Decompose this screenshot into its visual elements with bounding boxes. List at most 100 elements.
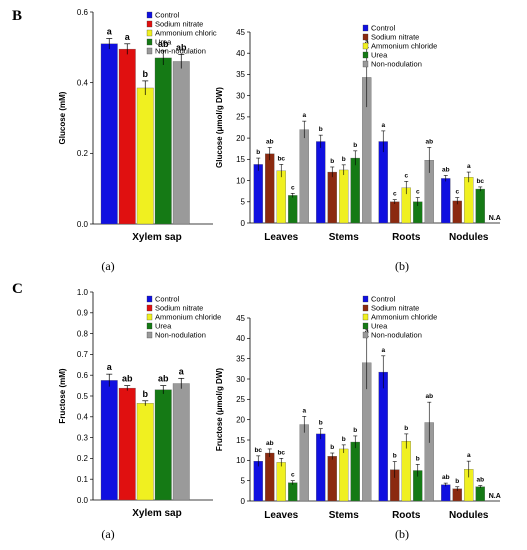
legend-swatch	[362, 51, 369, 59]
panel-letter-b: B	[12, 8, 22, 24]
bar	[118, 387, 136, 501]
sublabel-b-b: (b)	[395, 259, 409, 273]
legend-swatch	[362, 33, 369, 41]
y-tick-label: 25	[236, 113, 245, 122]
legend-label: Non-nodulation	[155, 47, 206, 56]
bar	[265, 452, 275, 502]
y-tick-label: 0.3	[77, 433, 89, 442]
bar	[378, 371, 388, 502]
sublabel-c-a: (a)	[101, 527, 114, 541]
significance-letter: bc	[277, 449, 285, 456]
significance-letter: a	[381, 122, 385, 129]
bar	[276, 462, 286, 502]
y-tick-label: 45	[236, 28, 245, 37]
y-tick-label: 25	[236, 395, 245, 404]
legend-label: Sodium nitrate	[155, 304, 203, 313]
significance-letter: c	[404, 172, 408, 179]
legend-swatch	[146, 295, 153, 303]
legend-label: Ammonium chloride	[371, 313, 437, 322]
significance-letter: ab	[442, 474, 450, 481]
x-category-label: Xylem sap	[132, 508, 181, 519]
bar	[316, 433, 326, 502]
x-category-label: Stems	[329, 510, 359, 521]
significance-letter: b	[455, 478, 459, 485]
y-tick-label: 0.9	[77, 309, 89, 318]
legend-swatch	[146, 331, 153, 339]
y-tick-label: 0.7	[77, 350, 89, 359]
legend-swatch	[146, 38, 153, 46]
x-category-label: Leaves	[264, 232, 298, 243]
significance-letter: ab	[425, 138, 433, 145]
legend-label: Sodium nitrate	[371, 304, 419, 313]
y-tick-label: 0	[241, 219, 246, 228]
bar	[327, 171, 337, 224]
legend-swatch	[362, 42, 369, 50]
bar	[327, 456, 337, 502]
significance-letter: ab	[425, 393, 433, 400]
significance-letter: ab	[176, 42, 187, 52]
y-tick-label: 40	[236, 334, 245, 343]
bar	[350, 441, 360, 502]
y-tick-label: 0.8	[77, 329, 89, 338]
bar	[299, 424, 309, 502]
legend-label: Non-nodulation	[371, 60, 422, 69]
legend-swatch	[362, 24, 369, 32]
significance-letter: b	[393, 453, 397, 460]
significance-letter: a	[107, 27, 113, 37]
legend-swatch	[146, 11, 153, 19]
legend-swatch	[146, 313, 153, 321]
x-category-label: Roots	[392, 510, 421, 521]
bar	[253, 460, 263, 502]
significance-letter: bc	[254, 447, 262, 454]
y-tick-label: 15	[236, 155, 245, 164]
significance-letter: b	[342, 436, 346, 443]
y-tick-label: 0	[241, 497, 246, 506]
significance-letter: b	[416, 455, 420, 462]
bar	[154, 389, 172, 501]
significance-letter: b	[330, 444, 334, 451]
significance-letter: c	[291, 472, 295, 479]
y-tick-label: 0.2	[77, 454, 89, 463]
significance-letter: b	[404, 425, 408, 432]
significance-letter: a	[381, 347, 385, 354]
significance-letter: ab	[158, 39, 169, 49]
bar	[475, 188, 485, 224]
y-tick-label: 10	[236, 176, 245, 185]
legend-swatch	[146, 20, 153, 28]
bar	[441, 484, 451, 502]
bar	[154, 57, 172, 225]
significance-letter: ab	[476, 477, 484, 484]
significance-letter: b	[342, 156, 346, 163]
y-tick-label: 1.0	[77, 288, 89, 297]
y-tick-label: 10	[236, 456, 245, 465]
legend-swatch	[362, 60, 369, 68]
y-tick-label: 0.5	[77, 392, 89, 401]
y-tick-label: 30	[236, 91, 245, 100]
significance-letter: ab	[442, 166, 450, 173]
bar	[475, 486, 485, 502]
legend-swatch	[146, 29, 153, 37]
legend-swatch	[146, 304, 153, 312]
y-tick-label: 0.4	[77, 78, 89, 87]
sublabel-b-a: (a)	[101, 259, 114, 273]
y-tick-label: 0.0	[77, 220, 89, 229]
significance-letter: a	[467, 452, 471, 459]
y-axis-label: Glucose (μmol/g DW)	[215, 87, 224, 168]
bar	[172, 61, 190, 225]
y-tick-label: 45	[236, 314, 245, 323]
legend-label: Urea	[155, 38, 172, 47]
y-axis-label: Fructose (mM)	[58, 368, 67, 423]
legend-swatch	[362, 331, 369, 339]
legend-swatch	[362, 322, 369, 330]
significance-letter: b	[330, 158, 334, 165]
significance-letter: a	[179, 366, 185, 376]
y-tick-label: 0.1	[77, 475, 89, 484]
significance-letter: a	[365, 327, 369, 334]
bar	[378, 141, 388, 224]
significance-letter: c	[393, 191, 397, 198]
x-category-label: Nodules	[449, 232, 489, 243]
bar	[288, 195, 298, 224]
significance-letter: ab	[266, 138, 274, 145]
